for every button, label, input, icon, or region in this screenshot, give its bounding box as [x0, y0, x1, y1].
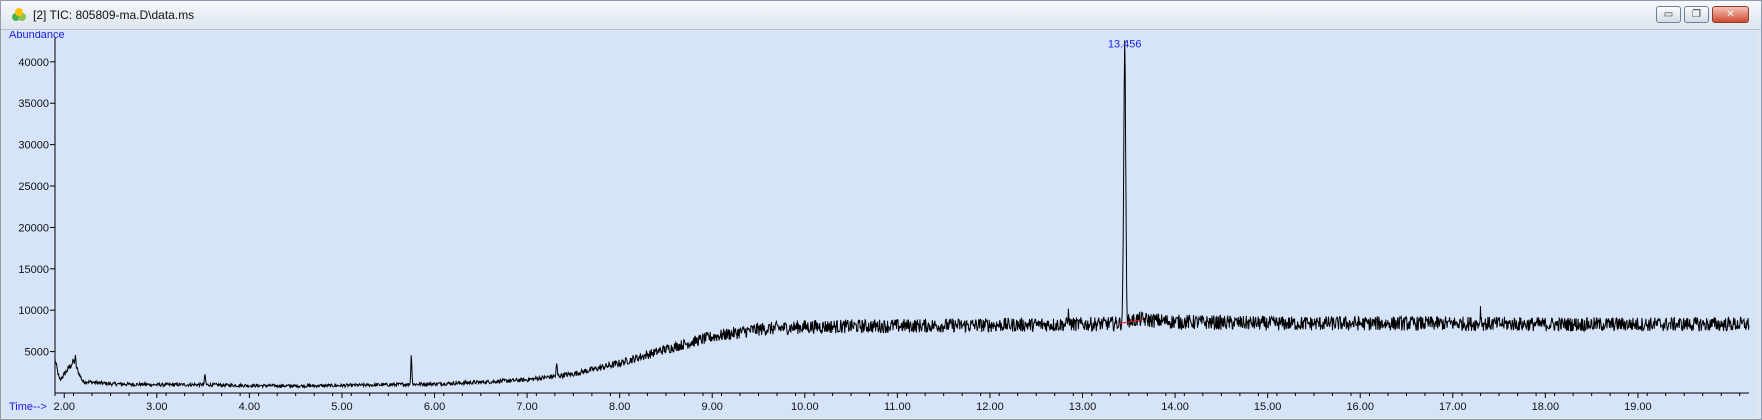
peak-label: 13.456 — [1108, 38, 1142, 50]
title-bar[interactable]: [2] TIC: 805809-ma.D\data.ms ▭ ❐ ✕ — [1, 1, 1761, 30]
plot-area[interactable]: 5000 10000 15000 20000 25000 30000 35000 40000 2… — [5, 31, 1757, 417]
x-axis-label: Time--> — [9, 401, 47, 413]
x-tick-label: 14.00 — [1161, 401, 1189, 413]
x-tick-label: 15.00 — [1254, 401, 1282, 413]
app-icon — [12, 8, 26, 21]
x-tick-label: 11.00 — [884, 401, 911, 413]
y-tick-label: 30000 — [18, 140, 49, 152]
y-tick-label: 25000 — [18, 181, 49, 193]
window-controls: ▭ ❐ ✕ — [1656, 6, 1749, 23]
y-tick-label: 35000 — [18, 98, 49, 110]
x-tick-label: 18.00 — [1532, 401, 1560, 413]
x-tick-label: 9.00 — [702, 401, 723, 413]
y-tick-label: 5000 — [25, 347, 49, 359]
x-tick-label: 13.00 — [1069, 401, 1097, 413]
chromatogram-chart: 5000 10000 15000 20000 25000 30000 35000 40000 2… — [9, 31, 1750, 413]
y-axis-label: Abundance — [9, 31, 65, 41]
x-tick-label: 7.00 — [516, 401, 537, 413]
x-tick-label: 8.00 — [609, 401, 630, 413]
tic-trace — [54, 40, 1750, 390]
x-tick-label: 17.00 — [1439, 401, 1467, 413]
restore-button[interactable]: ❐ — [1684, 6, 1709, 23]
x-tick-label: 19.00 — [1624, 401, 1652, 413]
window-title: [2] TIC: 805809-ma.D\data.ms — [33, 8, 195, 22]
x-tick-label: 12.00 — [976, 401, 1004, 413]
x-tick-label: 16.00 — [1346, 401, 1374, 413]
y-tick-label: 40000 — [18, 57, 49, 69]
x-tick-label: 6.00 — [424, 401, 445, 413]
x-tick-label: 10.00 — [791, 401, 819, 413]
y-tick-label: 20000 — [18, 222, 49, 234]
x-tick-label: 2.00 — [54, 401, 75, 413]
y-tick-label: 10000 — [18, 305, 49, 317]
x-tick-label: 3.00 — [146, 401, 167, 413]
close-button[interactable]: ✕ — [1712, 6, 1749, 23]
x-tick-label: 5.00 — [331, 401, 352, 413]
y-tick-label: 15000 — [18, 264, 49, 276]
x-tick-label: 4.00 — [239, 401, 260, 413]
peak-integration-baseline — [1119, 319, 1144, 324]
minimize-button[interactable]: ▭ — [1656, 6, 1681, 23]
